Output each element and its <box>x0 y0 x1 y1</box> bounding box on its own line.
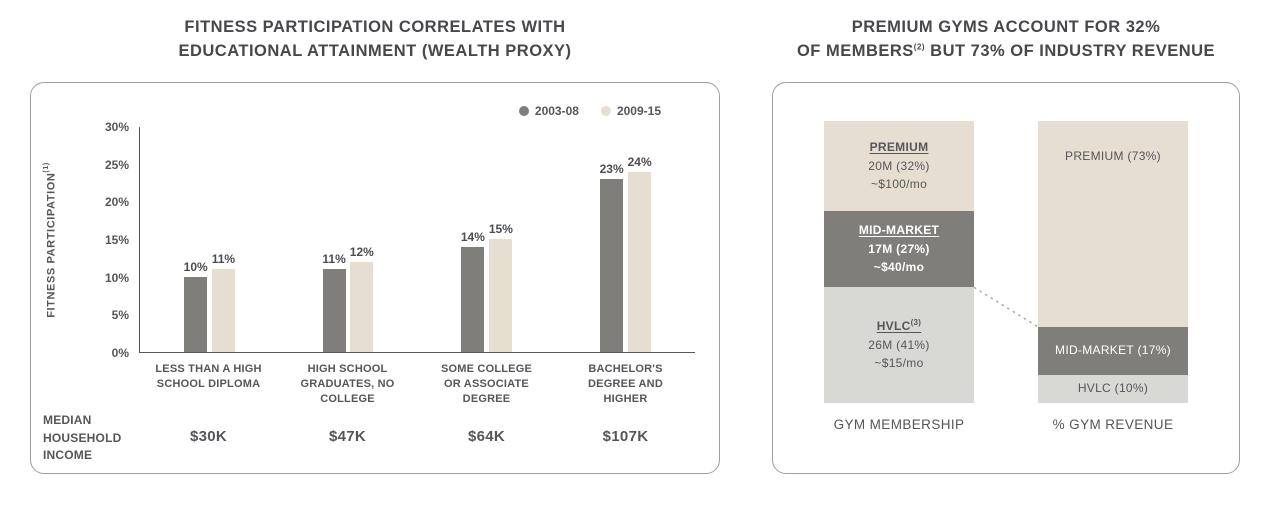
bar-value-label: 11% <box>322 252 346 267</box>
income-value: $30K <box>189 428 228 446</box>
stack-axis-labels: GYM MEMBERSHIP % GYM REVENUE <box>773 417 1239 432</box>
bar-column: 15% <box>489 127 513 352</box>
segment-subline: 20M (32%) <box>868 158 930 173</box>
legend-label: 2009-15 <box>616 103 661 118</box>
bar-group: 11% 12% <box>279 127 418 352</box>
title-line-2: OF MEMBERS <box>796 41 914 60</box>
bar-column: 14% <box>461 127 485 352</box>
y-tick-label: 10% <box>104 270 129 285</box>
y-tick-label: 5% <box>111 308 129 323</box>
y-tick-label: 30% <box>104 119 129 134</box>
bars-plot: 10% 11% 11% 12% 14% 15% 23% 24% <box>139 126 695 353</box>
stack-column-membership: PREMIUM 20M (32%) ~$100/mo MID-MARKET 17M (2… <box>824 120 974 403</box>
left-chart-title: FITNESS PARTICIPATION CORRELATES WITH ED… <box>30 16 720 64</box>
chart-legend: 2003-08 2009-15 <box>41 95 695 127</box>
legend-dot-icon <box>518 105 529 116</box>
category-label: BACHELOR'S DEGREE AND HIGHER <box>588 362 663 405</box>
segment-subline: ~$15/mo <box>874 356 924 371</box>
income-value: $64K <box>467 428 506 446</box>
footnote-marker-3-icon: (3) <box>910 318 922 328</box>
y-axis-gutter: FITNESS PARTICIPATION(1) 0% 5% 10% 15% 20% 25… <box>41 120 139 360</box>
stacked-columns: PREMIUM 20M (32%) ~$100/mo MID-MARKET 17M (2… <box>773 120 1239 403</box>
legend-dot-icon <box>600 105 611 116</box>
category-labels: LESS THAN A HIGH SCHOOL DIPLOMA HIGH SCHO… <box>139 353 695 407</box>
income-axis-label: MEDIAN HOUSEHOLD INCOME <box>43 413 122 463</box>
segment-title: MID-MARKET <box>858 223 940 238</box>
segment-title: PREMIUM <box>869 140 929 155</box>
income-value: $107K <box>602 428 649 446</box>
y-tick-label: 0% <box>111 345 129 360</box>
segment-revenue-premium: PREMIUM (73%) <box>1038 120 1188 327</box>
segment-subline: ~$100/mo <box>870 177 928 192</box>
segment-subline: 26M (41%) <box>868 337 930 352</box>
y-axis-label: FITNESS PARTICIPATION(1) <box>43 162 58 318</box>
bar-2009-15 <box>628 171 652 352</box>
income-value: $47K <box>328 428 367 446</box>
bar-value-label: 24% <box>627 154 652 169</box>
premium-gyms-panel: PREMIUM GYMS ACCOUNT FOR 32% OF MEMBERS(… <box>772 12 1240 474</box>
bar-2003-08 <box>322 269 346 352</box>
segment-subline: 17M (27%) <box>868 241 930 256</box>
segment-revenue-hvlc: HVLC (10%) <box>1038 374 1188 403</box>
bar-column: 11% <box>212 127 235 352</box>
title-line-2: EDUCATIONAL ATTAINMENT (WEALTH PROXY) <box>178 41 572 60</box>
left-chart-box: 2003-08 2009-15 FITNESS PARTICIPATION(1) … <box>30 81 720 474</box>
segment-title: PREMIUM (73%) <box>1065 148 1161 163</box>
bar-column: 11% <box>322 127 346 352</box>
title-line-1: PREMIUM GYMS ACCOUNT FOR 32% <box>851 18 1161 36</box>
connector-dotted-line <box>974 121 1038 403</box>
right-chart-title: PREMIUM GYMS ACCOUNT FOR 32% OF MEMBERS(… <box>772 16 1240 64</box>
bar-group: 23% 24% <box>556 127 695 352</box>
footnote-marker-2-icon: (2) <box>913 42 926 52</box>
y-tick-label: 25% <box>104 157 129 172</box>
bar-column: 24% <box>628 127 652 352</box>
bar-2003-08 <box>184 276 208 352</box>
segment-membership-mid-market: MID-MARKET 17M (27%) ~$40/mo <box>824 211 974 288</box>
bar-column: 10% <box>184 127 208 352</box>
y-tick-label: 20% <box>104 195 129 210</box>
bar-value-label: 23% <box>599 162 624 177</box>
segment-membership-hvlc: HVLC(3) 26M (41%) ~$15/mo <box>824 287 974 403</box>
segment-membership-premium: PREMIUM 20M (32%) ~$100/mo <box>824 120 974 212</box>
title-line-1: FITNESS PARTICIPATION CORRELATES WITH <box>184 18 566 36</box>
segment-revenue-mid-market: MID-MARKET (17%) <box>1038 326 1188 375</box>
bar-2009-15 <box>211 269 235 352</box>
income-values: $30K $47K $64K $107K <box>139 406 695 464</box>
title-line-2b: BUT 73% OF INDUSTRY REVENUE <box>925 41 1216 60</box>
stack-column-revenue: PREMIUM (73%) MID-MARKET (17%) HVLC (10%) <box>1038 120 1188 403</box>
segment-title: HVLC (10%) <box>1077 381 1149 396</box>
right-chart-box: PREMIUM 20M (32%) ~$100/mo MID-MARKET 17M (2… <box>772 81 1240 474</box>
bar-group: 10% 11% <box>140 127 279 352</box>
revenue-axis-label: % GYM REVENUE <box>1052 416 1174 432</box>
segment-subline: ~$40/mo <box>873 260 925 275</box>
bar-2009-15 <box>350 261 374 352</box>
bar-2003-08 <box>461 246 485 352</box>
bar-value-label: 11% <box>211 252 236 267</box>
legend-label: 2003-08 <box>534 103 579 118</box>
category-label: HIGH SCHOOL GRADUATES, NO COLLEGE <box>300 362 395 405</box>
membership-axis-label: GYM MEMBERSHIP <box>833 416 965 432</box>
bar-group: 14% 15% <box>418 127 557 352</box>
segment-title: MID-MARKET (17%) <box>1055 343 1171 358</box>
bar-2003-08 <box>600 179 624 352</box>
fitness-participation-panel: FITNESS PARTICIPATION CORRELATES WITH ED… <box>30 12 720 474</box>
bar-value-label: 12% <box>349 244 374 259</box>
legend-item: 2003-08 <box>518 103 579 118</box>
bar-column: 12% <box>350 127 374 352</box>
bar-column: 23% <box>600 127 624 352</box>
segment-title: HVLC(3) <box>876 318 922 334</box>
legend-item: 2009-15 <box>600 103 661 118</box>
bar-value-label: 14% <box>460 229 485 244</box>
bar-value-label: 15% <box>488 222 513 237</box>
footnote-marker-1-icon: (1) <box>43 162 50 173</box>
category-label: SOME COLLEGE OR ASSOCIATE DEGREE <box>440 362 533 405</box>
bar-chart: 2003-08 2009-15 FITNESS PARTICIPATION(1) … <box>41 95 695 465</box>
bar-value-label: 10% <box>183 259 208 274</box>
bar-2009-15 <box>489 239 513 352</box>
category-label: LESS THAN A HIGH SCHOOL DIPLOMA <box>155 362 262 390</box>
y-tick-label: 15% <box>104 232 129 247</box>
y-axis-label-text: FITNESS PARTICIPATION <box>45 172 58 318</box>
